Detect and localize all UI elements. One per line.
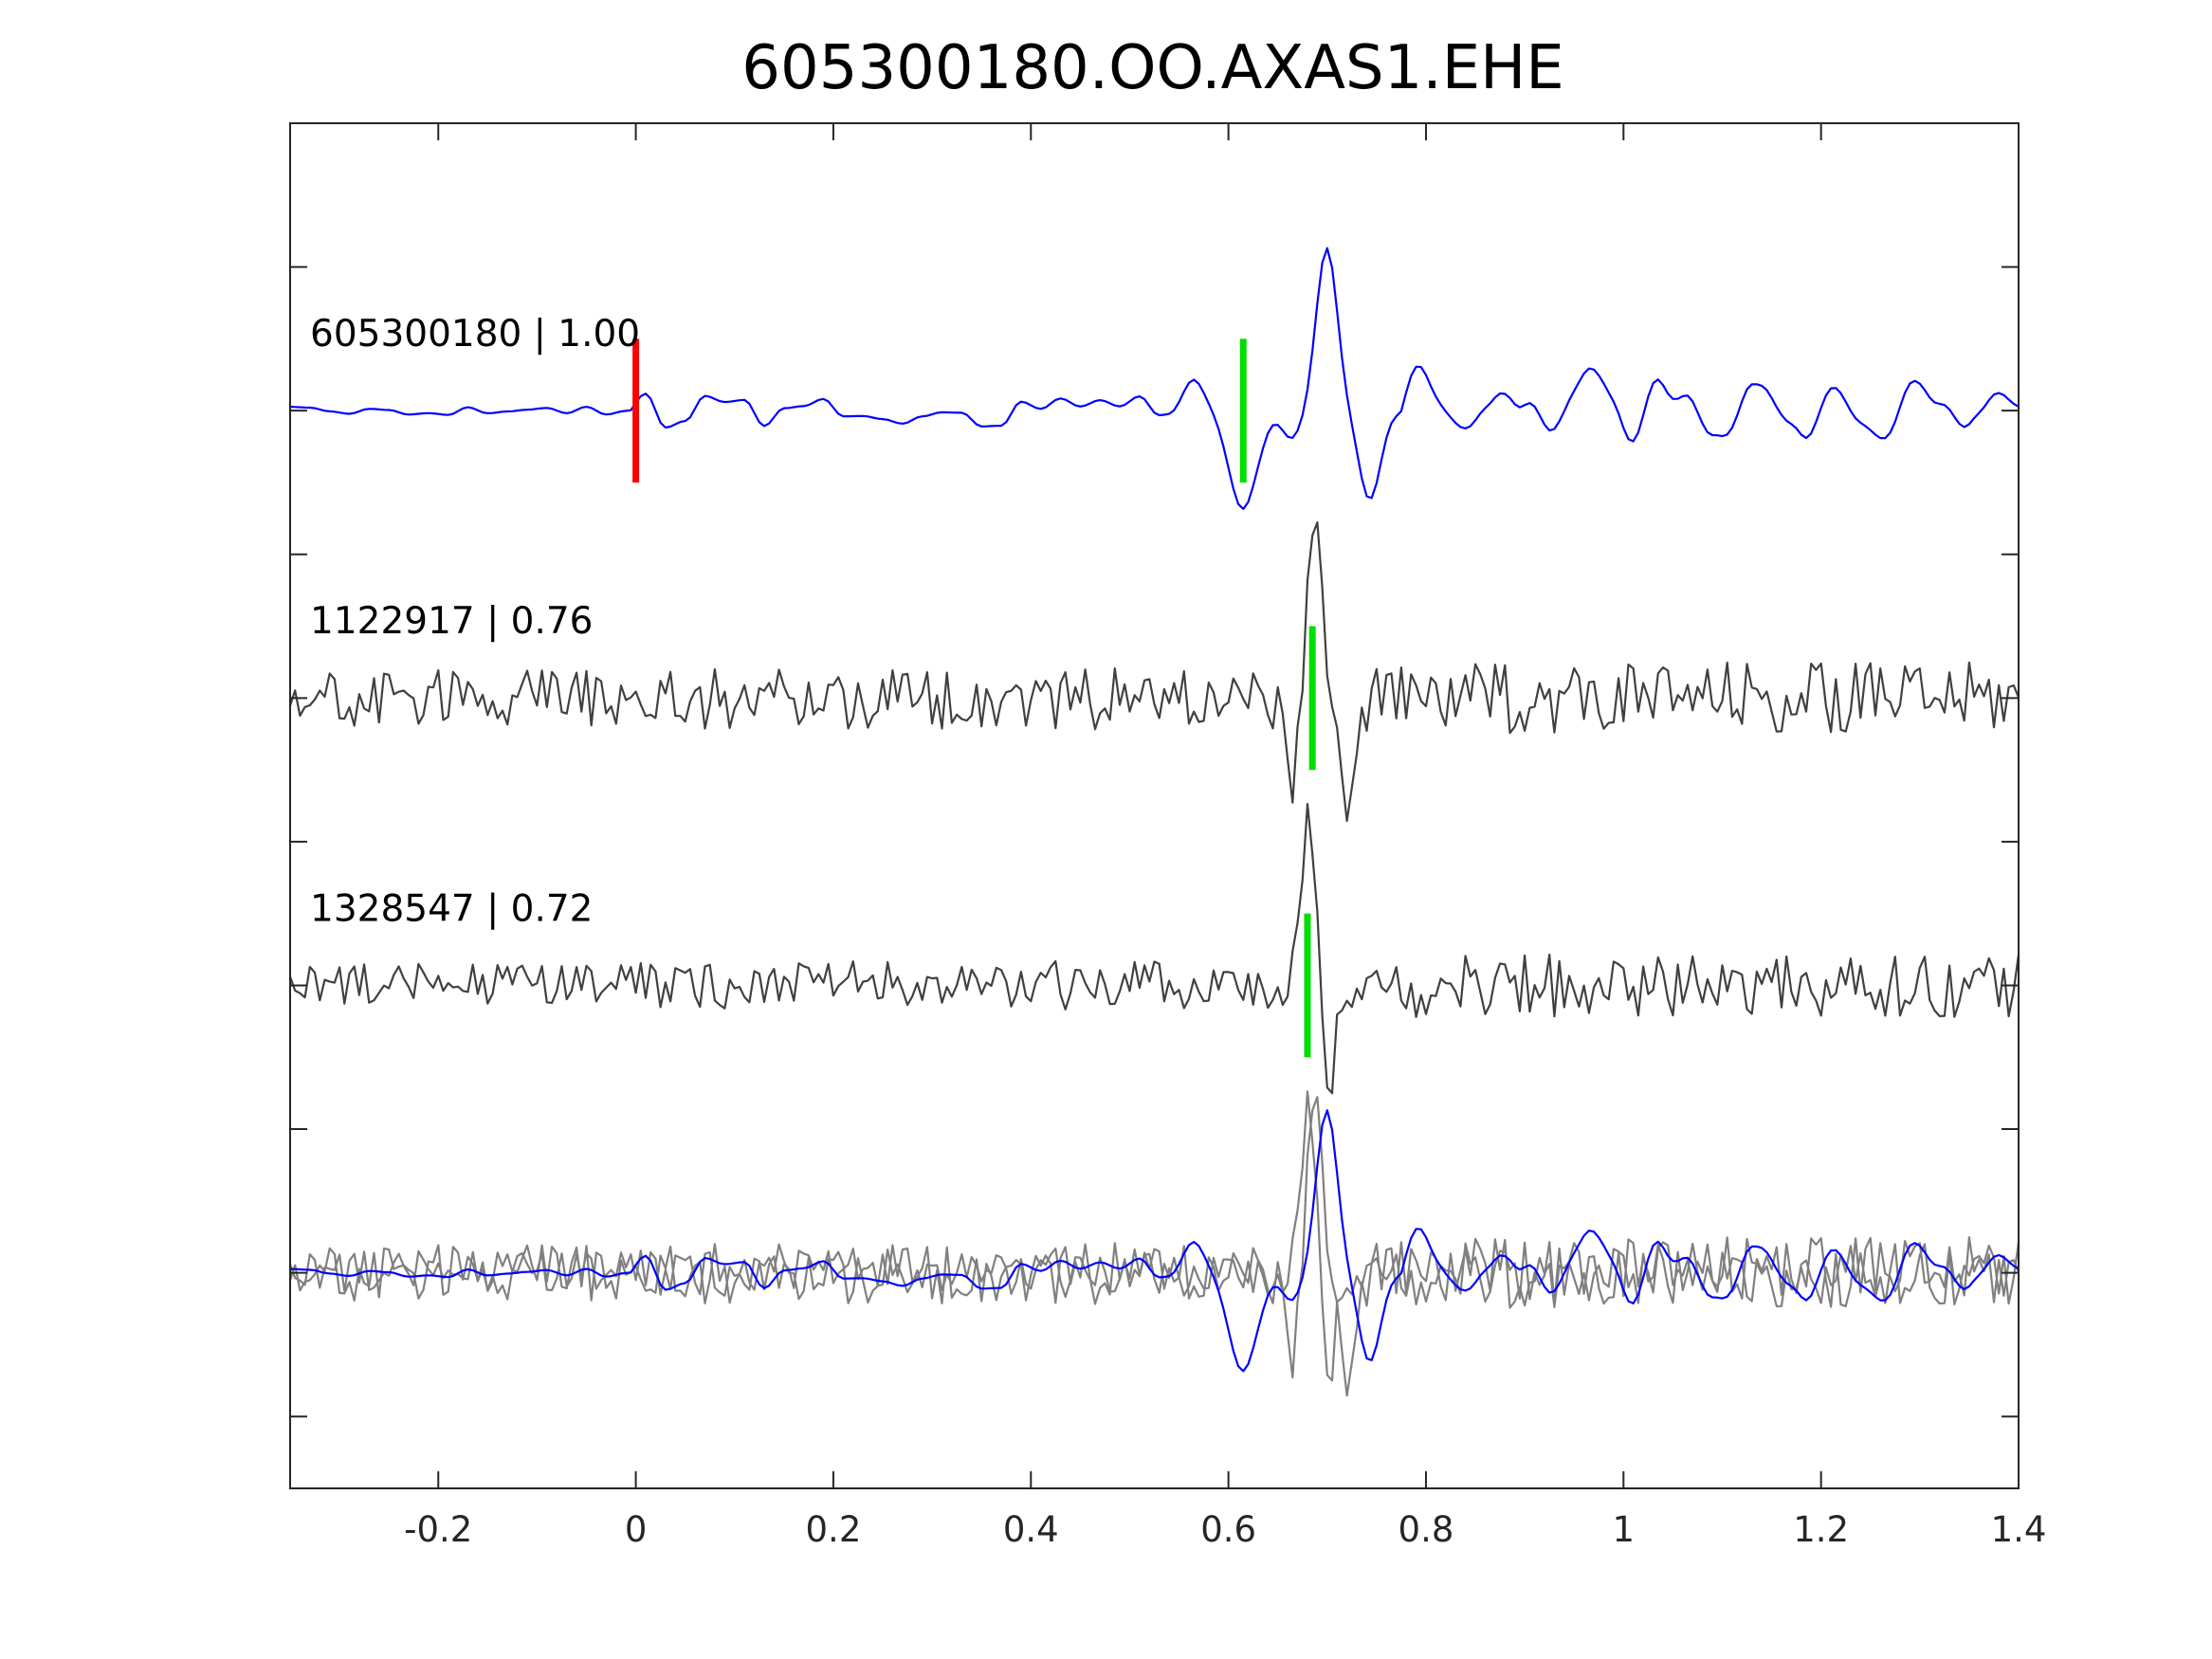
overlay-trace-1328547: [288, 1090, 2020, 1382]
trace-labels: 605300180 | 1.00 1122917 | 0.76 1328547 | …: [310, 313, 640, 930]
x-tick-label: 0.4: [1003, 1509, 1059, 1550]
axis-ticks: [290, 123, 2020, 1488]
trace-label-605300180: 605300180 | 1.00: [310, 313, 640, 356]
x-tick-label: 1: [1613, 1509, 1636, 1550]
x-tick-label: -0.2: [404, 1509, 472, 1550]
plot-frame: [289, 122, 2020, 1489]
traces: [288, 246, 2020, 1397]
x-tick-label: 0: [625, 1509, 648, 1550]
trace-1328547: [288, 803, 2020, 1095]
x-tick-label: 1.4: [1991, 1509, 2047, 1550]
x-tick-label: 1.2: [1793, 1509, 1849, 1550]
picks: [632, 338, 1316, 1058]
trace-605300180: [289, 246, 2020, 510]
trace-1122917: [288, 520, 2020, 822]
trace-label-1328547: 1328547 | 0.72: [310, 887, 593, 930]
x-tick-label: 0.8: [1398, 1509, 1454, 1550]
x-tick-label: 0.2: [806, 1509, 862, 1550]
chart-title: 605300180.OO.AXAS1.EHE: [741, 33, 1563, 103]
trace-label-1122917: 1122917 | 0.76: [310, 600, 593, 643]
x-tick-label: 0.6: [1200, 1509, 1256, 1550]
x-tick-labels: -0.2 0 0.2 0.4 0.6 0.8 1 1.2 1.4: [404, 1509, 2046, 1550]
overlay-trace-605300180: [289, 1109, 2020, 1373]
